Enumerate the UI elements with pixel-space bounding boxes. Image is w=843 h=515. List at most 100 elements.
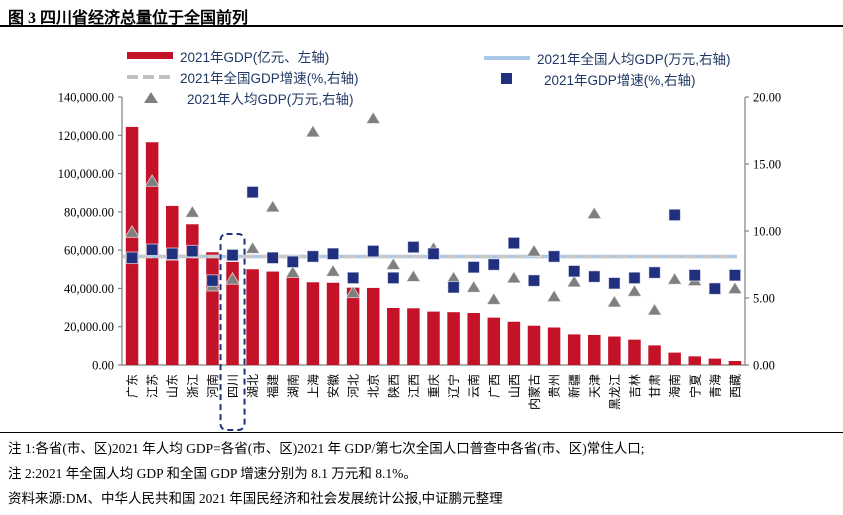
legend-label-gdp: 2021年GDP(亿元、左轴) — [180, 49, 330, 65]
growth-square-marker — [708, 282, 722, 295]
gdp-bar — [387, 307, 400, 365]
x-axis-label: 广东 — [126, 374, 140, 398]
per-capita-triangle-marker — [365, 110, 382, 124]
per-capita-triangle-marker — [666, 271, 683, 285]
figure-title: 图 3 四川省经济总量位于全国前列 — [8, 10, 249, 27]
growth-square-marker — [145, 243, 159, 257]
gdp-bar — [668, 352, 681, 365]
legend-label-growth: 2021年GDP增速(%,右轴) — [544, 72, 696, 88]
x-axis-label: 广西 — [487, 374, 501, 398]
chart-plot: 0.00 20,000.00 40,000.00 60,000.00 80,000.00… — [58, 91, 781, 431]
per-capita-triangle-marker — [727, 281, 743, 295]
gdp-bar — [447, 312, 460, 365]
gdp-bar — [366, 287, 380, 365]
gdp-bar — [427, 311, 440, 365]
gdp-bar — [246, 269, 259, 365]
gdp-bar — [487, 317, 501, 365]
x-axis-label: 江苏 — [146, 374, 160, 398]
growth-square-marker — [628, 271, 641, 285]
x-axis-label: 四川 — [226, 374, 240, 398]
growth-square-marker — [447, 281, 460, 294]
x-axis-label: 黑龙江 — [608, 374, 622, 410]
source-line: 资料来源:DM、中华人民共和国 2021 年国民经济和社会发展统计公报,中证鹏元… — [8, 491, 503, 506]
growth-square-marker — [407, 240, 420, 254]
per-capita-triangle-marker — [465, 279, 482, 293]
gdp-bar — [407, 308, 420, 365]
left-axis-tick-label: 20,000.00 — [64, 320, 114, 334]
per-capita-triangle-marker — [244, 240, 261, 254]
growth-square-marker — [527, 274, 541, 287]
growth-square-marker — [467, 260, 480, 274]
gdp-bar — [467, 313, 480, 365]
growth-square-marker — [125, 251, 139, 265]
left-axis-tick-label: 120,000.00 — [58, 129, 114, 143]
gdp-combo-chart: 0.00 20,000.00 40,000.00 60,000.00 80,000.00… — [0, 27, 843, 432]
per-capita-triangle-marker — [646, 302, 663, 316]
per-capita-triangle-marker — [184, 204, 201, 218]
x-axis-label: 云南 — [466, 374, 481, 398]
x-axis-label: 天津 — [588, 374, 602, 398]
x-axis-label: 北京 — [367, 374, 381, 398]
growth-square-marker — [206, 274, 219, 287]
per-capita-triangle-marker — [124, 224, 140, 238]
per-capita-triangle-marker — [405, 269, 422, 283]
x-axis-label: 山西 — [507, 374, 521, 398]
legend-label-per-capita: 2021年人均GDP(万元,右轴) — [187, 91, 354, 107]
x-axis-label: 重庆 — [427, 374, 441, 398]
gdp-bar-swatch-icon — [127, 52, 173, 59]
legend-item-national-per-capita: 2021年全国人均GDP(万元,右轴) — [484, 47, 731, 68]
per-capita-triangle-marker — [305, 124, 321, 138]
gdp-bar — [186, 224, 199, 365]
gdp-bar — [728, 361, 742, 365]
gdp-bar — [165, 205, 179, 365]
growth-square-swatch-icon — [501, 73, 512, 84]
x-axis-label: 辽宁 — [446, 374, 461, 398]
growth-square-marker — [588, 270, 601, 283]
growth-square-marker — [366, 244, 380, 258]
gdp-bar — [628, 339, 641, 365]
growth-square-marker — [266, 251, 279, 265]
per-capita-triangle-marker — [526, 243, 542, 257]
left-axis-tick-label: 0.00 — [92, 359, 114, 373]
legend-left: 2021年GDP(亿元、左轴) 2021年全国GDP增速(%,右轴) 2021年… — [127, 45, 359, 108]
growth-square-marker — [567, 264, 581, 278]
x-axis-label: 浙江 — [186, 374, 200, 398]
gdp-bar — [588, 334, 601, 365]
x-axis-label: 河北 — [347, 374, 361, 398]
per-capita-triangle-marker — [284, 265, 301, 279]
growth-square-marker — [387, 271, 400, 285]
notes-divider — [0, 432, 843, 433]
gdp-bar — [306, 282, 320, 365]
note-1: 注 1:各省(市、区)2021 年人均 GDP=各省(市、区)2021 年 GD… — [8, 441, 645, 456]
sichuan-highlight-box — [219, 233, 246, 431]
per-capita-triangle-marker — [224, 271, 241, 285]
x-axis-label: 湖北 — [245, 374, 260, 398]
gdp-bar — [346, 287, 360, 365]
x-axis-label: 安徽 — [326, 374, 341, 398]
per-capita-triangle-marker — [626, 283, 643, 297]
per-capita-triangle-marker — [546, 289, 562, 303]
growth-square-marker — [608, 277, 621, 290]
x-axis-label: 贵州 — [548, 374, 562, 398]
right-axis-tick-label: 20.00 — [753, 91, 781, 105]
x-axis-label: 内蒙古 — [526, 374, 541, 410]
x-axis-label: 吉林 — [628, 374, 642, 398]
gdp-bar — [286, 276, 300, 365]
gdp-bar — [688, 356, 702, 365]
per-capita-triangle-marker — [144, 173, 161, 187]
growth-square-marker — [326, 247, 340, 261]
gdp-bar — [125, 126, 139, 365]
x-axis-label: 青海 — [707, 374, 722, 398]
per-capita-triangle-swatch-icon — [144, 92, 158, 103]
x-axis-label: 湖南 — [285, 374, 300, 398]
growth-square-marker — [688, 268, 702, 282]
x-axis-label: 新疆 — [567, 374, 582, 398]
left-axis-tick-label: 140,000.00 — [58, 91, 114, 105]
right-axis-tick-label: 0.00 — [753, 359, 775, 373]
x-axis-label: 宁夏 — [687, 374, 702, 398]
growth-square-marker — [728, 268, 742, 282]
legend-item-per-capita: 2021年人均GDP(万元,右轴) — [127, 87, 359, 108]
x-axis-label: 福建 — [265, 374, 280, 398]
growth-square-marker — [286, 255, 300, 269]
